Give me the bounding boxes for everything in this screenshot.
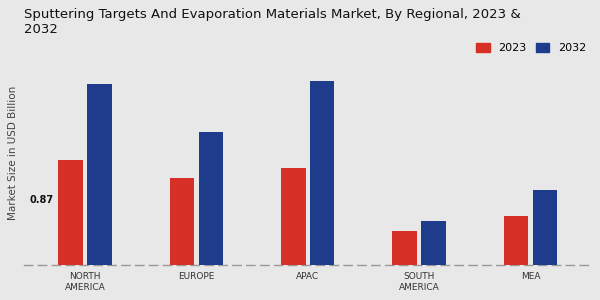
Bar — [88, 84, 112, 265]
Y-axis label: Market Size in USD Billion: Market Size in USD Billion — [8, 86, 19, 220]
Bar — [533, 190, 557, 265]
Bar — [504, 216, 528, 265]
Bar — [281, 168, 305, 265]
Bar — [421, 221, 446, 265]
Bar — [170, 178, 194, 265]
Bar — [310, 81, 334, 265]
Bar — [199, 132, 223, 265]
Text: 0.87: 0.87 — [30, 195, 54, 205]
Bar — [392, 231, 417, 265]
Bar — [58, 160, 83, 265]
Text: Sputtering Targets And Evaporation Materials Market, By Regional, 2023 &
2032: Sputtering Targets And Evaporation Mater… — [24, 8, 521, 36]
Legend: 2023, 2032: 2023, 2032 — [476, 43, 586, 53]
